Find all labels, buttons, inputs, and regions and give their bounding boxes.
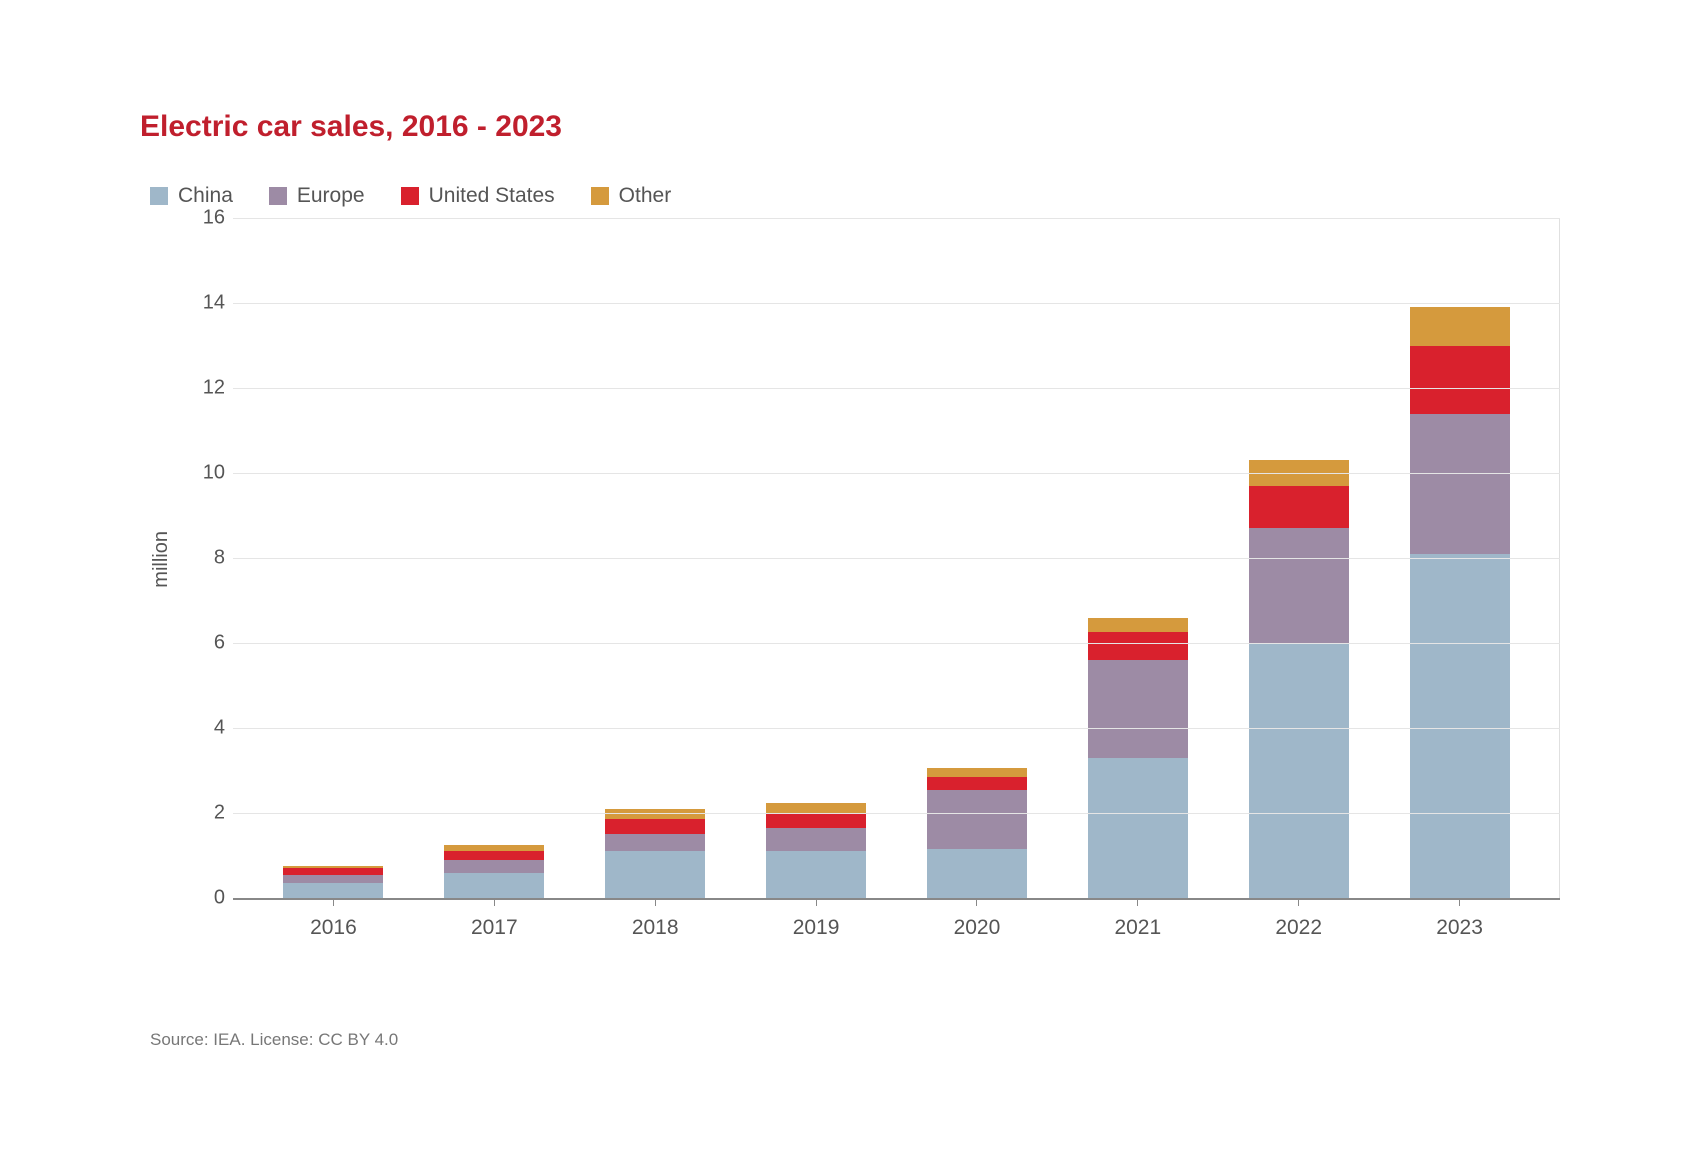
bar-segment bbox=[766, 814, 866, 828]
y-tick-label: 8 bbox=[214, 547, 225, 570]
chart-title: Electric car sales, 2016 - 2023 bbox=[140, 110, 1560, 144]
x-tick bbox=[444, 898, 544, 906]
x-tick bbox=[1410, 898, 1510, 906]
y-axis-label: million bbox=[140, 531, 173, 588]
x-tick-label: 2021 bbox=[1088, 916, 1188, 940]
legend-item: Other bbox=[591, 184, 672, 208]
bar-segment bbox=[1410, 554, 1510, 898]
y-tick-label: 16 bbox=[203, 207, 225, 230]
x-tick-label: 2020 bbox=[927, 916, 1027, 940]
bar-segment bbox=[605, 851, 705, 898]
x-tick bbox=[766, 898, 866, 906]
gridline bbox=[233, 813, 1560, 814]
legend-label: Europe bbox=[297, 184, 365, 208]
x-tick bbox=[1249, 898, 1349, 906]
legend-label: Other bbox=[619, 184, 672, 208]
bar-segment bbox=[766, 851, 866, 898]
bar-segment bbox=[283, 883, 383, 898]
gridline bbox=[233, 303, 1560, 304]
legend-swatch bbox=[269, 187, 287, 205]
legend-label: China bbox=[178, 184, 233, 208]
gridline bbox=[233, 643, 1560, 644]
legend-item: Europe bbox=[269, 184, 365, 208]
bar-segment bbox=[1249, 486, 1349, 529]
x-tick bbox=[927, 898, 1027, 906]
bar-segment bbox=[927, 768, 1027, 777]
bar-segment bbox=[444, 851, 544, 860]
x-ticks bbox=[233, 898, 1560, 906]
bar-segment bbox=[1410, 346, 1510, 414]
y-axis: 0246810121416 bbox=[173, 218, 233, 898]
bar-segment bbox=[605, 809, 705, 820]
gridline bbox=[233, 473, 1560, 474]
x-tick bbox=[1088, 898, 1188, 906]
bar-segment bbox=[1249, 528, 1349, 643]
bar-segment bbox=[927, 849, 1027, 898]
legend-item: China bbox=[150, 184, 233, 208]
x-tick bbox=[605, 898, 705, 906]
source-text: Source: IEA. License: CC BY 4.0 bbox=[140, 1030, 1560, 1050]
legend-item: United States bbox=[401, 184, 555, 208]
legend-swatch bbox=[150, 187, 168, 205]
bar-segment bbox=[927, 790, 1027, 850]
chart-row: million 0246810121416 201620172018201920… bbox=[140, 218, 1560, 940]
y-tick-label: 4 bbox=[214, 717, 225, 740]
bar-segment bbox=[1088, 632, 1188, 660]
bar-segment bbox=[1410, 307, 1510, 345]
gridline bbox=[233, 728, 1560, 729]
bar-segment bbox=[927, 777, 1027, 790]
gridline bbox=[233, 388, 1560, 389]
y-tick-label: 2 bbox=[214, 802, 225, 825]
y-tick-label: 0 bbox=[214, 887, 225, 910]
y-tick-label: 14 bbox=[203, 292, 225, 315]
bar-segment bbox=[1088, 758, 1188, 898]
gridline bbox=[233, 558, 1560, 559]
legend-swatch bbox=[401, 187, 419, 205]
legend-swatch bbox=[591, 187, 609, 205]
bar-column bbox=[1249, 460, 1349, 898]
y-tick-label: 12 bbox=[203, 377, 225, 400]
gridline bbox=[233, 218, 1560, 219]
bar-column bbox=[1088, 618, 1188, 899]
bar-column bbox=[1410, 307, 1510, 898]
legend: China Europe United States Other bbox=[140, 184, 1560, 208]
y-tick-label: 10 bbox=[203, 462, 225, 485]
x-tick-label: 2019 bbox=[766, 916, 866, 940]
bar-column bbox=[927, 768, 1027, 898]
bar-column bbox=[283, 866, 383, 898]
bar-segment bbox=[1088, 660, 1188, 758]
x-tick-label: 2016 bbox=[283, 916, 383, 940]
bar-segment bbox=[1249, 643, 1349, 898]
legend-label: United States bbox=[429, 184, 555, 208]
bar-column bbox=[444, 845, 544, 898]
x-tick-label: 2017 bbox=[444, 916, 544, 940]
bar-segment bbox=[1088, 618, 1188, 633]
x-tick-label: 2018 bbox=[605, 916, 705, 940]
bar-segment bbox=[444, 873, 544, 899]
chart-page: Electric car sales, 2016 - 2023 China Eur… bbox=[0, 0, 1700, 1160]
x-tick-label: 2022 bbox=[1249, 916, 1349, 940]
plot-area bbox=[233, 218, 1560, 900]
bar-segment bbox=[605, 834, 705, 851]
bar-segment bbox=[605, 819, 705, 834]
bar-segment bbox=[444, 860, 544, 873]
x-axis-labels: 2016 2017 2018 2019 2020 2021 2022 2023 bbox=[233, 900, 1560, 940]
bar-segment bbox=[1410, 414, 1510, 554]
bar-column bbox=[766, 803, 866, 898]
x-tick bbox=[283, 898, 383, 906]
y-tick-label: 6 bbox=[214, 632, 225, 655]
plot-area-wrap: 2016 2017 2018 2019 2020 2021 2022 2023 bbox=[233, 218, 1560, 940]
x-tick-label: 2023 bbox=[1410, 916, 1510, 940]
bar-column bbox=[605, 809, 705, 898]
bar-segment bbox=[283, 875, 383, 884]
bar-segment bbox=[766, 828, 866, 851]
